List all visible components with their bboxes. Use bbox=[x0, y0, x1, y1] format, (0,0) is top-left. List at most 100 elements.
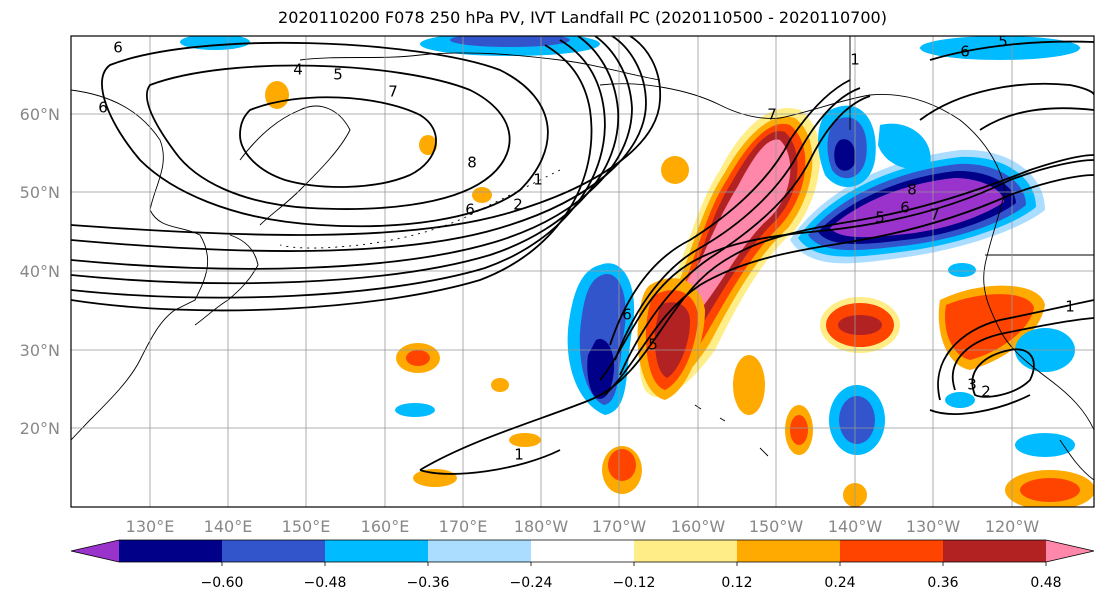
pv-contour bbox=[609, 79, 851, 346]
pv-contour bbox=[71, 39, 606, 299]
pv-contour bbox=[971, 348, 1035, 398]
positive-anomaly-blob bbox=[509, 433, 541, 447]
positive-anomaly-blob bbox=[838, 315, 882, 335]
contour-label: 5 bbox=[998, 33, 1008, 51]
colorbar-segment bbox=[634, 540, 738, 562]
colorbar-tick-label: −0.24 bbox=[510, 575, 553, 591]
pv-contour bbox=[929, 394, 1031, 415]
contour-label: 5 bbox=[648, 336, 658, 354]
contour-label: 6 bbox=[960, 43, 970, 61]
contour-label: 1 bbox=[533, 171, 543, 189]
contour-label: 3 bbox=[967, 376, 977, 394]
positive-anomaly-blob bbox=[413, 469, 457, 487]
pv-contour bbox=[71, 36, 661, 236]
map-title: 2020110200 F078 250 hPa PV, IVT Landfall… bbox=[278, 8, 887, 27]
colorbar-segment bbox=[428, 540, 532, 562]
longitude-label: 120°W bbox=[985, 517, 1040, 536]
negative-anomaly-blob bbox=[450, 36, 570, 47]
colorbar-tick-label: 0.24 bbox=[824, 575, 855, 591]
negative-anomaly-blob bbox=[948, 263, 976, 277]
pv-contour bbox=[619, 95, 871, 376]
positive-anomaly-blob bbox=[608, 449, 636, 481]
contour-label: 6 bbox=[113, 39, 123, 57]
colorbar-segment bbox=[325, 540, 429, 562]
contour-label: 6 bbox=[900, 199, 910, 217]
pv-contour bbox=[937, 299, 1094, 401]
negative-anomaly-blob bbox=[587, 339, 615, 399]
longitude-labels: 130°E 140°E 150°E 160°E 170°E 180°W 170°W 160°W… bbox=[126, 517, 1040, 536]
negative-anomaly-blob bbox=[839, 396, 875, 444]
contour-label: 4 bbox=[293, 61, 303, 79]
colorbar-tick-label: −0.36 bbox=[407, 575, 450, 591]
colorbar-tick-label: −0.60 bbox=[201, 575, 244, 591]
contour-label: 7 bbox=[388, 83, 398, 101]
longitude-label: 170°W bbox=[592, 517, 647, 536]
positive-anomaly-blob bbox=[661, 156, 689, 184]
positive-anomaly-blob bbox=[654, 302, 690, 378]
latitude-label: 60°N bbox=[20, 105, 60, 124]
pv-contour bbox=[599, 159, 1094, 381]
alaska-coastline bbox=[599, 83, 1006, 191]
colorbar-tick-label: 0.12 bbox=[721, 575, 752, 591]
pv-contour bbox=[929, 40, 1094, 61]
pv-contour bbox=[71, 36, 619, 285]
contour-label: 6 bbox=[622, 306, 632, 324]
negative-anomaly-blob bbox=[834, 139, 856, 171]
contour-label: 2 bbox=[513, 196, 523, 214]
longitude-label: 140°E bbox=[204, 517, 253, 536]
contour-label: 5 bbox=[875, 209, 885, 227]
positive-anomaly-blob bbox=[419, 135, 437, 155]
longitude-label: 150°E bbox=[282, 517, 331, 536]
contour-label: 8 bbox=[907, 181, 917, 199]
positive-anomaly-blob bbox=[733, 355, 765, 415]
colorbar-extend-low bbox=[71, 540, 119, 562]
contour-label: 7 bbox=[930, 206, 940, 224]
longitude-label: 130°E bbox=[126, 517, 175, 536]
colorbar-segment bbox=[222, 540, 326, 562]
latitude-label: 30°N bbox=[20, 341, 60, 360]
latitude-labels: 60°N 50°N 40°N 30°N 20°N bbox=[20, 105, 60, 438]
colorbar-segment bbox=[840, 540, 944, 562]
contour-label: 8 bbox=[467, 154, 477, 172]
positive-anomaly-blob bbox=[472, 187, 492, 203]
positive-anomaly-blob bbox=[790, 415, 808, 445]
positive-anomaly-blob bbox=[406, 350, 430, 366]
pv-contour bbox=[979, 107, 1094, 131]
contour-label: 2 bbox=[981, 383, 991, 401]
japan-coastline bbox=[194, 234, 259, 326]
asia-coastline bbox=[71, 89, 209, 441]
map-frame bbox=[70, 35, 1095, 508]
longitude-label: 140°W bbox=[828, 517, 883, 536]
pv-contour bbox=[419, 154, 1094, 471]
positive-anomaly-blob bbox=[1020, 478, 1080, 502]
pv-contour bbox=[919, 82, 1094, 121]
kamchatka-coastline bbox=[239, 105, 351, 226]
colorbar-segment bbox=[119, 540, 223, 562]
pv-contour bbox=[419, 449, 561, 475]
contour-label: 6 bbox=[465, 201, 475, 219]
colorbar-extend-high bbox=[1046, 540, 1094, 562]
ivt-shading bbox=[180, 36, 1094, 507]
colorbar-tick-label: −0.48 bbox=[304, 575, 347, 591]
pv-contour bbox=[71, 36, 647, 252]
negative-anomaly-blob bbox=[878, 123, 931, 169]
longitude-label: 150°W bbox=[749, 517, 804, 536]
hawaii-islands bbox=[694, 404, 769, 457]
positive-anomaly-tongue bbox=[675, 139, 791, 320]
pv-contour bbox=[239, 96, 437, 188]
pv-contour bbox=[604, 174, 1094, 396]
latitude-label: 50°N bbox=[20, 183, 60, 202]
pv-contour bbox=[952, 317, 1094, 391]
longitude-label: 160°E bbox=[361, 517, 410, 536]
colorbar-tick-label: −0.12 bbox=[613, 575, 656, 591]
contour-label: 1 bbox=[514, 446, 524, 464]
negative-anomaly-blob bbox=[1015, 433, 1075, 457]
aleutian-chain bbox=[279, 169, 561, 249]
colorbar-segment bbox=[737, 540, 841, 562]
longitude-label: 180°W bbox=[514, 517, 569, 536]
pv-contour bbox=[145, 64, 511, 210]
colorbar-tick-label: 0.48 bbox=[1030, 575, 1061, 591]
longitude-label: 170°E bbox=[439, 517, 488, 536]
